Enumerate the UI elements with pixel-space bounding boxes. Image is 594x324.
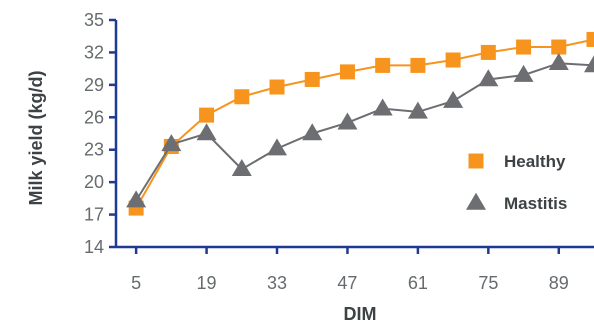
y-axis-title: Milk yield (kg/d)	[26, 70, 46, 205]
x-tick-label: 5	[131, 273, 141, 293]
y-tick-label: 26	[84, 107, 104, 127]
x-tick-label: 89	[549, 273, 569, 293]
data-point-healthy	[375, 57, 391, 73]
data-point-mastitis	[302, 123, 323, 141]
data-point-healthy	[410, 57, 426, 73]
data-point-healthy	[234, 89, 250, 105]
y-tick-label: 20	[84, 172, 104, 192]
series-line-healthy	[135, 38, 594, 209]
legend-label-mastitis: Mastitis	[504, 194, 567, 213]
x-tick-label: 61	[408, 273, 428, 293]
legend: Healthy Mastitis	[466, 152, 567, 213]
data-point-mastitis	[267, 138, 288, 156]
x-tick-label: 33	[267, 273, 287, 293]
data-point-healthy	[480, 44, 496, 60]
y-tick-label: 29	[84, 75, 104, 95]
data-point-mastitis	[513, 64, 534, 82]
legend-item-healthy: Healthy	[468, 152, 566, 171]
x-tick-label: 19	[197, 273, 217, 293]
data-point-mastitis	[126, 190, 147, 208]
data-point-healthy	[199, 107, 215, 123]
data-point-mastitis	[372, 98, 393, 116]
data-point-healthy	[586, 31, 594, 47]
data-point-mastitis	[231, 158, 252, 176]
legend-item-mastitis: Mastitis	[466, 192, 567, 213]
data-point-healthy	[551, 39, 567, 55]
y-tick-label: 23	[84, 140, 104, 160]
x-tick-label: 47	[337, 273, 357, 293]
data-point-mastitis	[548, 53, 569, 71]
x-tick-label: 75	[478, 273, 498, 293]
data-point-mastitis	[196, 123, 217, 141]
y-tick-label: 32	[84, 42, 104, 62]
series-layer	[126, 31, 594, 216]
y-tick-label: 17	[84, 205, 104, 225]
series-mastitis	[126, 53, 594, 208]
data-point-healthy	[445, 52, 461, 68]
series-healthy	[128, 31, 594, 216]
x-axis-title: DIM	[344, 304, 377, 324]
data-point-mastitis	[584, 55, 594, 73]
data-point-healthy	[304, 71, 320, 87]
legend-swatch-mastitis	[466, 192, 486, 210]
legend-label-healthy: Healthy	[504, 152, 566, 171]
data-point-mastitis	[443, 90, 464, 108]
data-point-mastitis	[478, 69, 499, 87]
y-tick-label: 14	[84, 237, 104, 257]
y-tick-label: 35	[84, 10, 104, 30]
axes: 14 17 20 23 26 29 32 35 5 19 33 47 61 75 89	[84, 10, 594, 293]
data-point-healthy	[269, 79, 285, 95]
data-point-healthy	[516, 39, 532, 55]
data-point-healthy	[339, 64, 355, 80]
data-point-mastitis	[407, 101, 428, 119]
legend-swatch-healthy	[468, 153, 484, 169]
data-point-mastitis	[161, 134, 182, 152]
data-point-mastitis	[337, 112, 358, 130]
